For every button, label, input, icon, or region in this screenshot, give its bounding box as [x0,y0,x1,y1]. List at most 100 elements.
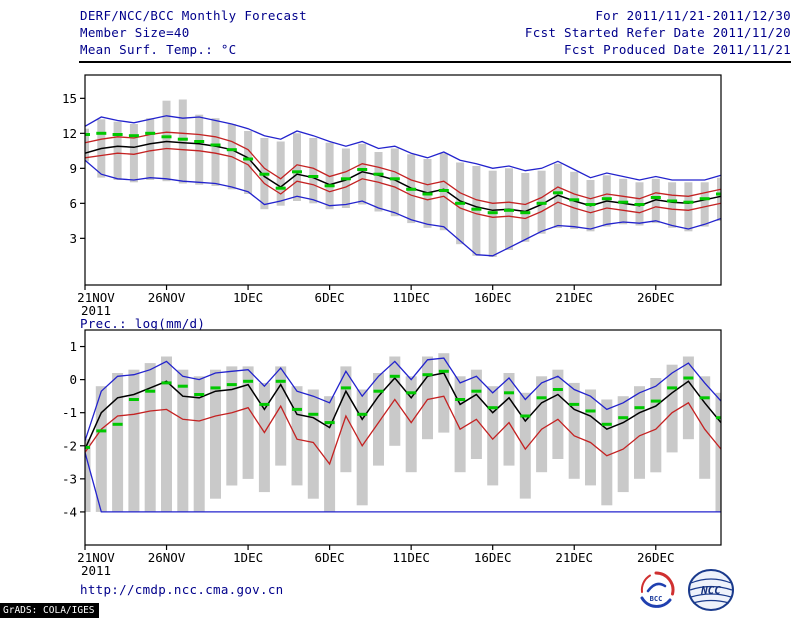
spread-bar [715,392,721,512]
spread-bar [161,356,172,512]
ncc-logo-line-3 [690,593,732,598]
spread-bar [291,386,303,486]
green-marker [96,429,107,433]
spread-bar [276,141,285,206]
green-marker [438,189,449,192]
green-marker [455,201,466,205]
green-marker [210,143,221,147]
spread-bar [405,376,417,473]
green-marker [145,389,156,393]
spread-bar [128,369,140,512]
green-marker [683,376,694,380]
green-marker [340,386,351,390]
green-marker [520,414,531,418]
spread-bar [324,396,336,512]
y-tick-label: 9 [69,161,77,176]
green-marker [96,131,107,135]
series-envelope-min [84,452,721,513]
green-marker [585,409,596,413]
spread-bar [700,182,709,227]
ncc-logo: NCC [688,569,734,611]
bcc-logo-text: BCC [650,595,663,603]
plot-border [84,329,722,546]
green-marker [112,133,123,136]
green-marker [650,399,661,403]
green-marker [716,192,721,196]
x-tick-label: 26NOV [148,290,186,305]
spread-bar [422,356,433,440]
plot-border [84,74,722,286]
ensemble-spread-bars [85,353,721,512]
x-axis-year-label: 2011 [81,303,111,317]
green-marker [536,201,547,205]
series-upper-quartile [84,131,722,206]
green-marker [601,422,612,426]
green-marker [161,135,172,139]
series-ensemble-mean [84,140,722,213]
green-marker [406,187,417,191]
green-marker [601,197,612,201]
green-marker [128,398,139,401]
green-marker [487,211,498,215]
series-ensemble-mean [84,372,722,450]
x-tick-label: 21DEC [555,290,593,305]
ncc-logo-line-1 [690,578,732,584]
spread-bar [356,389,368,506]
green-marker [536,396,547,400]
y-tick-label: -4 [62,504,77,519]
y-tick-label: -3 [62,471,77,486]
green-marker [243,379,254,383]
x-tick-label: 21DEC [555,550,593,565]
spread-bar [617,396,629,493]
spread-bar [226,366,238,486]
green-marker [357,412,368,416]
x-tick-label: 11DEC [392,290,430,305]
ensemble-spread-bars [85,99,721,257]
green-marker [667,386,678,390]
x-tick-label: 26DEC [637,550,675,565]
x-tick-label: 16DEC [474,550,512,565]
green-marker [292,407,302,411]
green-marker [210,386,221,390]
member-size-label: Member Size=40 [80,25,190,40]
green-marker [85,133,90,136]
spread-bar [373,373,384,466]
green-marker [504,391,514,395]
spread-bar [340,366,352,473]
green-marker [471,207,482,211]
green-marker [308,175,319,178]
green-marker [520,211,531,215]
green-marker [324,421,335,425]
spread-bar [585,389,596,486]
spread-bar [244,131,253,194]
spread-bar [177,369,189,512]
spread-bar [293,133,301,201]
green-marker [569,198,580,202]
green-marker [340,177,351,181]
green-marker [194,393,205,396]
green-daily-markers [85,369,721,449]
green-marker [683,200,694,204]
green-marker [259,402,270,406]
green-marker [716,416,721,420]
spread-bar [717,177,721,221]
spread-bar [389,356,401,446]
green-marker [438,369,449,373]
spread-bar [487,386,499,486]
green-marker [634,406,645,410]
y-tick-label: 0 [69,372,77,387]
spread-bar [195,114,204,185]
spread-bar [210,369,221,499]
green-marker [552,191,563,195]
green-marker [194,140,205,143]
y-tick-label: -1 [62,405,77,420]
green-marker [389,374,400,378]
x-axis-year-label: 2011 [81,563,111,578]
bcc-logo-swoosh [646,582,667,593]
spread-bar [521,173,530,242]
green-marker [275,379,286,383]
precipitation-panel-label: Prec.: log(mm/d) [80,316,206,331]
green-marker [308,412,319,416]
spread-bar [275,366,287,466]
